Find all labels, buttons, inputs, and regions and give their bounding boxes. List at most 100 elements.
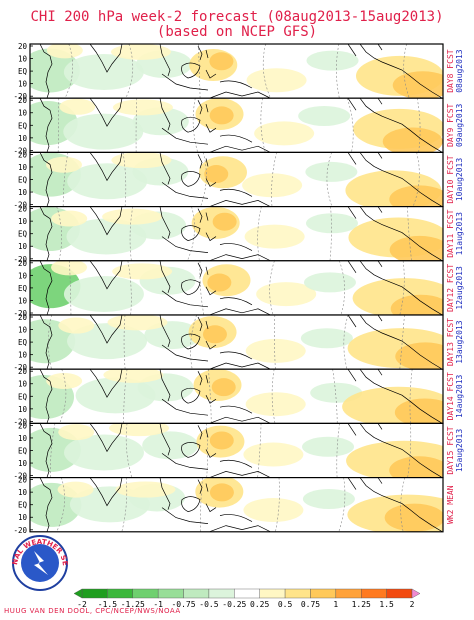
coastline bbox=[89, 44, 123, 73]
contour-line bbox=[275, 477, 280, 532]
anomaly-blob bbox=[46, 44, 83, 59]
colorbar-swatch bbox=[361, 588, 387, 599]
contour-line bbox=[274, 315, 276, 370]
anomaly-blob bbox=[389, 456, 443, 478]
coastline bbox=[209, 145, 271, 153]
y-tick-label: 20 bbox=[18, 421, 28, 430]
colorbar-swatch bbox=[234, 588, 260, 599]
contour-line bbox=[326, 152, 333, 207]
anomaly-blob bbox=[298, 105, 351, 126]
colorbar-swatch bbox=[386, 588, 413, 599]
anomaly-blob bbox=[212, 212, 237, 231]
coastline bbox=[347, 477, 357, 490]
anomaly-blob bbox=[58, 317, 95, 334]
coastline bbox=[347, 98, 357, 111]
contour-line bbox=[269, 260, 275, 315]
contour-line bbox=[399, 315, 405, 370]
coastline bbox=[205, 69, 253, 89]
contour-line bbox=[257, 206, 262, 261]
anomaly-blob bbox=[207, 273, 232, 292]
colorbar-swatch bbox=[284, 588, 311, 599]
y-tick-label: 20 bbox=[18, 259, 28, 268]
y-tick-label: 10 bbox=[18, 513, 28, 522]
contour-line bbox=[257, 423, 262, 478]
contour-line bbox=[135, 98, 138, 153]
anomaly-field bbox=[30, 477, 443, 532]
colorbar-max-arrow bbox=[411, 588, 421, 599]
colorbar-swatch bbox=[157, 588, 184, 599]
anomaly-blob bbox=[115, 481, 176, 498]
y-tick-label: 20 bbox=[18, 205, 28, 214]
y-tick-label: 10 bbox=[18, 217, 28, 226]
coastline bbox=[347, 423, 357, 436]
coastline bbox=[181, 279, 201, 296]
contour-line bbox=[336, 44, 340, 99]
coastline bbox=[205, 178, 253, 197]
anomaly-blob bbox=[389, 185, 443, 207]
coastline bbox=[347, 152, 357, 165]
contour-line bbox=[271, 152, 277, 207]
contour-line bbox=[416, 98, 421, 153]
coastline bbox=[359, 206, 443, 261]
panel-date: 10aug2013 bbox=[455, 158, 464, 202]
coastline bbox=[359, 369, 443, 424]
anomaly-blob bbox=[202, 325, 227, 344]
colorbar-swatch bbox=[81, 588, 108, 599]
panel-label: DAY11 FCST bbox=[446, 209, 455, 257]
y-tick-label: -20 bbox=[13, 309, 27, 318]
coastline bbox=[209, 254, 271, 261]
anomaly-field bbox=[30, 260, 443, 315]
coastline bbox=[89, 152, 123, 182]
contour-line bbox=[59, 369, 67, 424]
anomaly-blob bbox=[51, 210, 88, 227]
colorbar-tick-label: 1 bbox=[333, 600, 338, 609]
panel-label: DAY15 FCST bbox=[446, 426, 455, 474]
contour-line bbox=[329, 206, 332, 261]
y-tick-label: EQ bbox=[18, 392, 28, 401]
y-tick-label: EQ bbox=[18, 501, 28, 510]
colorbar-swatch bbox=[183, 588, 210, 599]
contour-line bbox=[346, 98, 354, 153]
contour-line bbox=[64, 44, 73, 99]
coastline bbox=[197, 208, 209, 223]
y-tick-label: EQ bbox=[18, 230, 28, 239]
anomaly-blob bbox=[66, 218, 147, 255]
panel-label: DAY12 FCST bbox=[446, 264, 455, 312]
anomaly-blob bbox=[57, 481, 94, 498]
coastline bbox=[359, 44, 443, 99]
anomaly-blob bbox=[63, 113, 144, 150]
colorbar-swatch bbox=[132, 588, 159, 599]
anomaly-blob bbox=[246, 68, 307, 93]
y-tick-label: EQ bbox=[18, 338, 28, 347]
y-tick-label: 10 bbox=[18, 296, 28, 305]
colorbar-tick-label: -2 bbox=[77, 600, 87, 609]
coastline bbox=[197, 45, 209, 61]
colorbar-tick-label: 0.25 bbox=[250, 600, 269, 609]
map-panel: 20 10 EQ 10 -20 DAY9 FCST 09aug2013 bbox=[13, 96, 464, 155]
contour-line bbox=[403, 44, 410, 99]
anomaly-blob bbox=[51, 260, 88, 276]
anomaly-blob bbox=[211, 378, 236, 397]
coastline bbox=[181, 442, 201, 458]
y-tick-label: EQ bbox=[18, 121, 28, 130]
coastline bbox=[205, 286, 253, 306]
contour-line bbox=[200, 152, 207, 207]
colorbar-min-arrow bbox=[73, 588, 83, 599]
coastline bbox=[159, 260, 171, 293]
coastline bbox=[159, 369, 171, 402]
coastline bbox=[161, 290, 209, 308]
coastline bbox=[209, 91, 271, 99]
coastline bbox=[197, 371, 209, 386]
y-tick-label: 10 bbox=[18, 134, 28, 143]
coastline bbox=[161, 507, 209, 524]
contour-line bbox=[409, 369, 413, 424]
contour-line bbox=[127, 260, 132, 315]
contour-line bbox=[400, 477, 406, 532]
coastline bbox=[347, 315, 357, 328]
y-tick-label: -20 bbox=[13, 472, 27, 481]
coastline bbox=[89, 260, 123, 290]
anomaly-field bbox=[30, 369, 443, 424]
y-tick-label: 10 bbox=[18, 488, 28, 497]
coastline bbox=[181, 62, 201, 79]
anomaly-field bbox=[30, 423, 443, 478]
